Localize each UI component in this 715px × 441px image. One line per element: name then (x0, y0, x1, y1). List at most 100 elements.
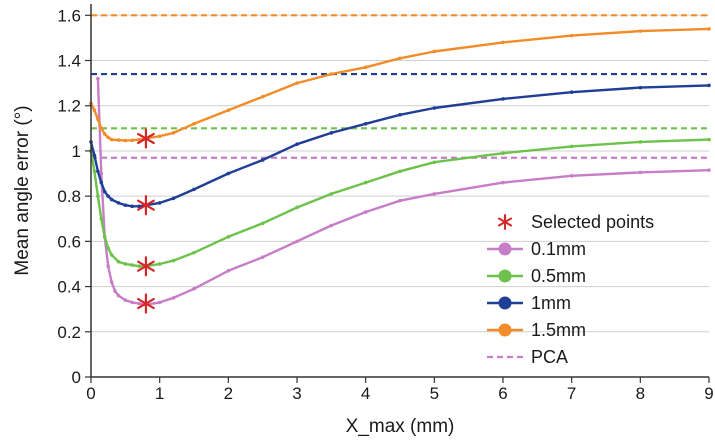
data-point (102, 189, 107, 194)
legend-label: 1mm (531, 293, 571, 313)
y-tick-label: 1 (72, 142, 81, 161)
data-point (226, 171, 231, 176)
data-point (171, 296, 176, 300)
data-point (109, 280, 114, 284)
legend-label: 1.5mm (531, 320, 586, 340)
data-point (106, 194, 110, 198)
data-point (102, 235, 107, 239)
data-point (123, 203, 128, 207)
data-point (157, 300, 162, 305)
data-point (707, 137, 711, 142)
legend-entry: 0.1mm (487, 239, 586, 259)
legend: Selected points 0.1mm 0.5mm 1mm 1.5mm PCA (487, 212, 654, 367)
selected-point (137, 256, 155, 277)
data-point (569, 174, 574, 178)
data-point (130, 138, 134, 143)
data-point (130, 204, 134, 209)
data-point (329, 223, 334, 228)
data-point (113, 289, 117, 293)
data-point (157, 134, 162, 139)
data-point (157, 201, 162, 205)
legend-entry: 0.5mm (487, 266, 586, 286)
data-point (569, 33, 574, 38)
legend-entry: 1.5mm (487, 320, 586, 340)
legend-entry: PCA (487, 347, 568, 367)
data-point (157, 262, 162, 266)
data-point (638, 29, 643, 33)
legend-label: PCA (531, 347, 568, 367)
data-point (92, 169, 97, 174)
y-axis-label: Mean angle error (°) (12, 105, 33, 275)
x-tick-label: 2 (224, 384, 233, 403)
selected-point (137, 293, 155, 314)
data-point (260, 255, 265, 259)
data-point (96, 194, 100, 198)
data-point (501, 151, 505, 155)
y-tick-label: 0.4 (57, 278, 81, 297)
data-point (96, 117, 100, 122)
y-tick-label: 0.2 (57, 323, 81, 342)
axes (90, 4, 709, 378)
data-point (398, 56, 402, 61)
data-point (130, 263, 134, 267)
data-point (171, 258, 176, 263)
data-point (106, 246, 110, 250)
selected-point (137, 195, 155, 216)
legend-label: 0.1mm (531, 239, 586, 259)
data-point (192, 122, 196, 126)
data-point (432, 160, 437, 165)
x-tick-label: 6 (498, 384, 507, 403)
y-tick-label: 1.6 (57, 6, 81, 25)
data-point (99, 126, 104, 131)
series-line-0.5mm (89, 138, 710, 268)
data-point (116, 201, 121, 205)
data-point (707, 168, 711, 172)
y-tick-label: 1.4 (57, 52, 81, 71)
data-point (398, 198, 402, 203)
data-point (260, 221, 265, 226)
data-point (363, 210, 368, 214)
data-point (569, 90, 574, 94)
data-point (569, 144, 574, 149)
x-tick-label: 8 (636, 384, 645, 403)
data-point (109, 137, 114, 142)
data-point (432, 192, 437, 196)
x-tick-label: 0 (86, 384, 95, 403)
data-point (92, 153, 97, 158)
data-point (130, 300, 134, 305)
data-point (363, 180, 368, 185)
selected-points (137, 128, 155, 314)
data-point (329, 131, 334, 135)
data-point (260, 94, 265, 99)
legend-entry: 1mm (487, 293, 571, 313)
legend-label: Selected points (531, 212, 654, 232)
data-point (99, 180, 104, 185)
x-tick-label: 9 (704, 384, 713, 403)
data-point (260, 158, 265, 162)
data-point (295, 142, 299, 146)
data-point (501, 97, 505, 101)
x-tick-label: 4 (361, 384, 370, 403)
data-point (295, 239, 299, 244)
data-point (638, 140, 643, 144)
data-point (226, 235, 231, 239)
data-point (432, 106, 437, 110)
data-point (707, 83, 711, 88)
data-point (638, 170, 643, 175)
selected-point (137, 128, 155, 149)
legend-entry: Selected points (497, 212, 654, 232)
data-point (106, 135, 110, 140)
data-point (226, 268, 231, 273)
x-tick-label: 7 (567, 384, 576, 403)
y-tick-label: 1.2 (57, 97, 81, 116)
data-point (329, 192, 334, 196)
data-point (99, 171, 104, 176)
data-point (638, 85, 643, 90)
data-point (363, 122, 368, 126)
data-point (137, 204, 141, 209)
data-point (116, 293, 121, 298)
y-tick-label: 0.8 (57, 187, 81, 206)
x-tick-label: 3 (292, 384, 301, 403)
data-point (123, 262, 128, 266)
